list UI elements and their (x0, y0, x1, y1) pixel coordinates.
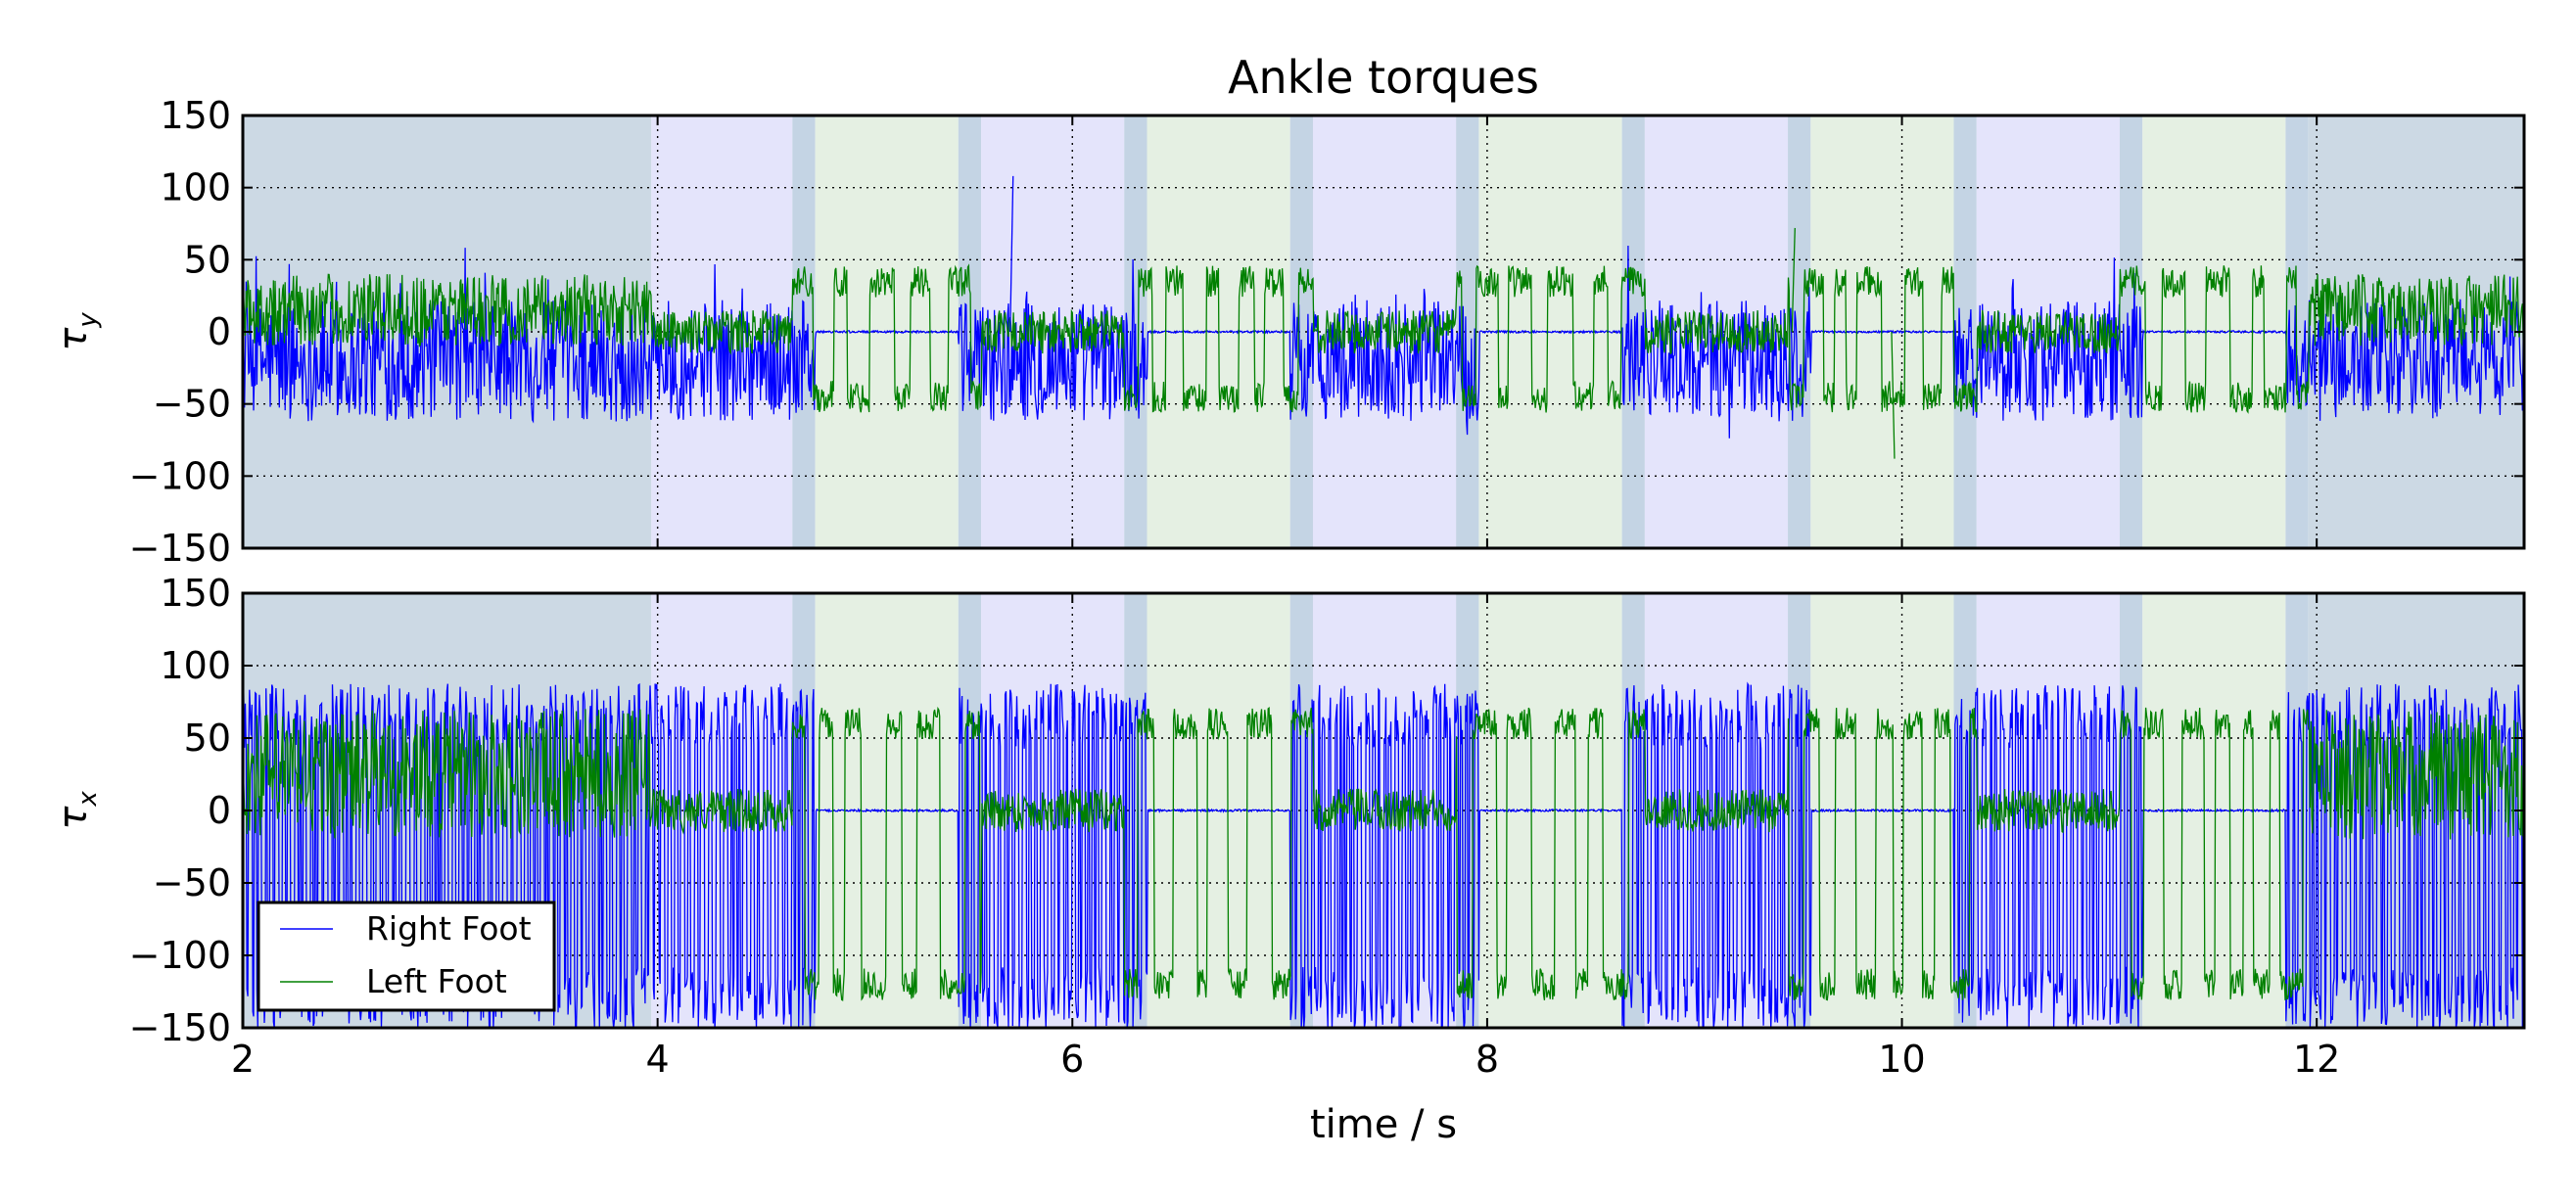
y-tick-label: 150 (160, 94, 231, 137)
x-tick-label: 8 (1475, 1038, 1499, 1081)
y-axis-label-subscript: x (73, 791, 103, 808)
legend-label-right-foot: Right Foot (366, 909, 532, 948)
y-axis-label-symbol: τ (51, 327, 96, 351)
series-spike (1009, 175, 1014, 333)
phase-band-transition (2285, 116, 2309, 548)
y-tick-label: 100 (160, 644, 231, 687)
y-tick-label: −150 (129, 527, 231, 570)
x-tick-label: 10 (1878, 1038, 1925, 1081)
chart-title: Ankle torques (1228, 51, 1539, 104)
legend-box (257, 901, 556, 1012)
y-axis-label: τy (51, 312, 103, 351)
y-tick-label: 0 (208, 789, 231, 832)
y-tick-label: −50 (153, 861, 231, 904)
x-axis-label: time / s (1310, 1102, 1457, 1147)
y-tick-label: 100 (160, 166, 231, 209)
x-tick-label: 2 (231, 1038, 255, 1081)
y-tick-label: −150 (129, 1006, 231, 1049)
y-tick-label: −100 (129, 934, 231, 977)
phase-band-transition (2119, 116, 2143, 548)
x-tick-label: 6 (1060, 1038, 1084, 1081)
legend-label-left-foot: Left Foot (366, 962, 507, 1000)
phase-band-transition (1953, 116, 1977, 548)
series-spike (1791, 227, 1796, 333)
x-tick-label: 12 (2293, 1038, 2340, 1081)
tau-x-panel: −150 −100 −50 0 50 100 150 2 4 6 8 10 12 τx (51, 572, 2526, 1081)
legend: Right Foot Left Foot (257, 901, 556, 1012)
y-tick-label: 50 (184, 717, 231, 760)
series-line-left-foot (242, 263, 2525, 414)
y-tick-label: −100 (129, 454, 231, 497)
phase-band-transition (1289, 116, 1313, 548)
y-tick-label: 50 (184, 238, 231, 281)
x-tick-label: 4 (646, 1038, 670, 1081)
y-tick-label: 150 (160, 572, 231, 615)
series-line-left-foot (242, 706, 2525, 1001)
series-spike (1891, 331, 1896, 459)
series-line-right-foot (242, 245, 2525, 439)
y-axis-label-symbol: τ (51, 806, 96, 830)
y-tick-label: 0 (208, 310, 231, 353)
phase-band-transition (1456, 116, 1479, 548)
tau-y-panel: −150 −100 −50 0 50 100 150 τy (51, 94, 2526, 570)
y-tick-label: −50 (153, 383, 231, 426)
phase-band-transition (1621, 116, 1645, 548)
y-axis-label-subscript: y (73, 312, 103, 329)
y-axis-label: τx (51, 791, 103, 830)
